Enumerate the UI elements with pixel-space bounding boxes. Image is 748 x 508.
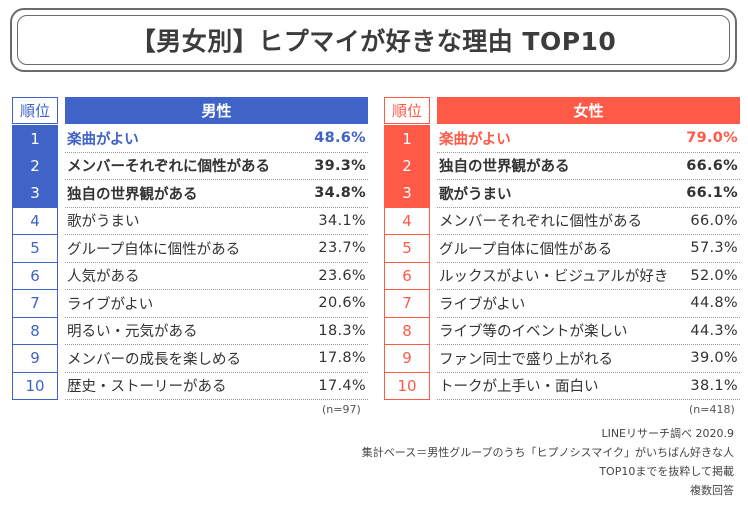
percentage-value: 57.3% [690, 240, 738, 257]
reason-label: 歴史・ストーリーがある [67, 379, 227, 396]
reason-label: 楽曲がよい [67, 131, 139, 148]
footnote-top10: TOP10までを抜粋して掲載 [599, 465, 734, 478]
sample-size-male: (n=97) [322, 403, 361, 416]
rank-cell: 9 [384, 345, 430, 373]
sample-size-female: (n=418) [689, 403, 735, 416]
rank-cell: 7 [12, 290, 58, 318]
reason-label: 独自の世界観がある [439, 159, 570, 176]
reason-label: メンバーそれぞれに個性がある [67, 159, 270, 176]
rank-cell: 8 [384, 317, 430, 345]
percentage-value: 52.0% [690, 267, 738, 284]
rank-header: 順位 [12, 97, 58, 124]
percentage-value: 20.6% [318, 295, 366, 312]
ranking-row: 楽曲がよい 79.0% [437, 125, 740, 153]
percentage-value: 23.7% [318, 240, 366, 257]
ranking-row: ファン同士で盛り上がれる 39.0% [437, 345, 740, 373]
reason-label: メンバーの成長を楽しめる [67, 351, 241, 368]
ranking-row: トークが上手い・面白い 38.1% [437, 373, 740, 400]
ranking-row: 独自の世界観がある 34.8% [65, 180, 368, 208]
reason-label: 歌がうまい [67, 214, 140, 231]
percentage-value: 34.1% [318, 212, 366, 229]
rank-cell: 6 [384, 262, 430, 290]
rank-cell: 4 [12, 207, 58, 235]
rank-cell: 5 [384, 235, 430, 263]
percentage-value: 66.1% [686, 185, 738, 202]
rank-cell: 3 [12, 180, 58, 208]
reason-label: トークが上手い・面白い [439, 379, 599, 396]
gender-header-female: 女性 [437, 97, 740, 124]
rank-column: 1 2 3 4 5 6 7 8 9 10 [12, 125, 58, 400]
percentage-value: 23.6% [318, 267, 366, 284]
percentage-value: 39.0% [690, 350, 738, 367]
ranking-row: メンバーの成長を楽しめる 17.8% [65, 345, 368, 373]
rank-column: 1 2 3 4 5 6 7 8 9 10 [384, 125, 430, 400]
ranking-row: メンバーそれぞれに個性がある 66.0% [437, 208, 740, 235]
rank-cell: 6 [12, 262, 58, 290]
percentage-value: 66.6% [686, 157, 738, 174]
reason-label: 独自の世界観がある [67, 186, 198, 203]
ranking-row: 楽曲がよい 48.6% [65, 125, 368, 153]
ranking-row: ライブがよい 20.6% [65, 290, 368, 318]
ranking-row: グループ自体に個性がある 23.7% [65, 235, 368, 263]
ranking-row: 歴史・ストーリーがある 17.4% [65, 373, 368, 400]
ranking-row: ライブ等のイベントが楽しい 44.3% [437, 318, 740, 345]
rank-cell: 3 [384, 180, 430, 208]
percentage-value: 39.3% [314, 157, 366, 174]
percentage-value: 79.0% [686, 130, 738, 147]
percentage-value: 17.8% [318, 350, 366, 367]
rank-cell: 5 [12, 235, 58, 263]
title-frame: 【男女別】ヒプマイが好きな理由 TOP10 [10, 8, 737, 72]
rank-cell: 2 [384, 152, 430, 180]
reason-label: 歌がうまい [439, 186, 512, 203]
rank-header: 順位 [384, 97, 430, 124]
rank-cell: 10 [12, 372, 58, 400]
ranking-row: 独自の世界観がある 66.6% [437, 153, 740, 180]
chart-title: 【男女別】ヒプマイが好きな理由 TOP10 [130, 27, 617, 56]
rank-cell: 2 [12, 152, 58, 180]
percentage-value: 17.4% [318, 377, 366, 394]
footnote-source: LINEリサーチ調べ 2020.9 [601, 427, 734, 440]
percentage-value: 48.6% [314, 130, 366, 147]
rank-cell: 9 [12, 345, 58, 373]
rank-cell: 1 [384, 125, 430, 153]
ranking-row: ライブがよい 44.8% [437, 290, 740, 318]
rows: 楽曲がよい 79.0% 独自の世界観がある 66.6% 歌がうまい 66.1% メンバーそれ… [437, 125, 740, 400]
footnote-base: 集計ベース＝男性グループのうち「ヒプノシスマイク」がいちばん好きな人 [361, 446, 734, 459]
ranking-row: メンバーそれぞれに個性がある 39.3% [65, 153, 368, 180]
ranking-row: ルックスがよい・ビジュアルが好き 52.0% [437, 263, 740, 290]
percentage-value: 38.1% [690, 377, 738, 394]
reason-label: ルックスがよい・ビジュアルが好き [439, 269, 669, 286]
percentage-value: 44.3% [690, 322, 738, 339]
reason-label: ファン同士で盛り上がれる [439, 351, 613, 368]
rank-cell: 4 [384, 207, 430, 235]
rank-cell: 1 [12, 125, 58, 153]
reason-label: 明るい・元気がある [67, 324, 198, 341]
ranking-row: グループ自体に個性がある 57.3% [437, 235, 740, 263]
percentage-value: 44.8% [690, 295, 738, 312]
reason-label: グループ自体に個性がある [67, 241, 241, 258]
reason-label: 楽曲がよい [439, 131, 511, 148]
rank-cell: 8 [12, 317, 58, 345]
footnotes: LINEリサーチ調べ 2020.9 集計ベース＝男性グループのうち「ヒプノシスマ… [362, 424, 734, 500]
reason-label: ライブがよい [439, 296, 526, 313]
reason-label: 人気がある [67, 269, 140, 286]
ranking-row: 人気がある 23.6% [65, 263, 368, 290]
ranking-row: 歌がうまい 66.1% [437, 180, 740, 208]
rows: 楽曲がよい 48.6% メンバーそれぞれに個性がある 39.3% 独自の世界観がある 34… [65, 125, 368, 400]
reason-label: ライブがよい [67, 296, 154, 313]
footnote-multiple: 複数回答 [690, 484, 734, 497]
percentage-value: 66.0% [690, 212, 738, 229]
rank-cell: 10 [384, 372, 430, 400]
reason-label: メンバーそれぞれに個性がある [439, 214, 642, 231]
reason-label: ライブ等のイベントが楽しい [439, 324, 628, 341]
ranking-row: 明るい・元気がある 18.3% [65, 318, 368, 345]
ranking-row: 歌がうまい 34.1% [65, 208, 368, 235]
gender-header-male: 男性 [65, 97, 368, 124]
title-inner-frame: 【男女別】ヒプマイが好きな理由 TOP10 [17, 15, 730, 65]
percentage-value: 18.3% [318, 322, 366, 339]
percentage-value: 34.8% [314, 185, 366, 202]
rank-cell: 7 [384, 290, 430, 318]
reason-label: グループ自体に個性がある [439, 241, 613, 258]
